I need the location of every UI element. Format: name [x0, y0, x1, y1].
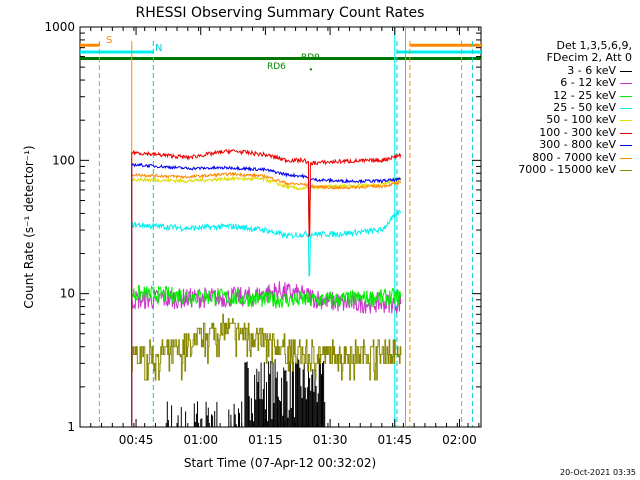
- flag-label-saa: S: [106, 35, 112, 46]
- x-tick-label: 00:45: [119, 433, 154, 447]
- legend-entry: 100 - 300 keV: [484, 125, 632, 139]
- legend-entry-label: 6 - 12 keV: [560, 76, 616, 90]
- legend-entry-label: 50 - 100 keV: [546, 113, 616, 127]
- series-line-8: [131, 313, 402, 427]
- x-tick-label: 01:00: [183, 433, 218, 447]
- legend-swatch: [620, 145, 632, 147]
- x-axis-label: Start Time (07-Apr-12 00:32:02): [184, 456, 376, 470]
- legend-header-line-2: FDecim 2, Att 0: [546, 51, 632, 65]
- legend-entry-label: 12 - 25 keV: [553, 88, 616, 102]
- series-layer: [131, 148, 402, 427]
- y-axis-label: Count Rate (s⁻¹ detector⁻¹): [22, 145, 36, 308]
- series-line-7: [131, 171, 402, 427]
- series-line-2: [131, 284, 402, 427]
- legend-swatch: [620, 132, 632, 134]
- legend-entry-label: 25 - 50 keV: [553, 101, 616, 115]
- legend-entry-label: 3 - 6 keV: [567, 63, 616, 77]
- series-line-6: [131, 162, 402, 427]
- legend-entry: 6 - 12 keV: [484, 77, 632, 89]
- series-line-3-6-kev: [166, 358, 326, 427]
- legend-entry: 50 - 100 keV: [484, 114, 632, 126]
- y-tick-label: 100: [52, 153, 75, 167]
- legend-entry: 800 - 7000 keV: [484, 150, 632, 164]
- legend-swatch: [620, 83, 632, 85]
- rd6-marker: [309, 68, 312, 71]
- legend-entry-label: 100 - 300 keV: [539, 125, 616, 139]
- legend-entry: 3 - 6 keV: [484, 63, 632, 77]
- legend: Det 1,3,5,6,9, FDecim 2, Att 0 3 - 6 keV…: [484, 39, 632, 177]
- legend-swatch: [620, 95, 632, 97]
- flag-label-night: N: [155, 43, 162, 54]
- flag-label-rd6: RD6: [267, 62, 286, 72]
- series-line-3: [131, 209, 402, 427]
- flags-layer: [80, 27, 481, 427]
- legend-swatch: [620, 108, 632, 110]
- legend-entry: 12 - 25 keV: [484, 88, 632, 102]
- y-tick-label: 1000: [44, 20, 75, 34]
- y-tick-label: 1: [67, 420, 75, 434]
- legend-swatch: [620, 120, 632, 122]
- chart-title: RHESSI Observing Summary Count Rates: [136, 5, 425, 21]
- legend-entry: 7000 - 15000 keV: [484, 163, 632, 177]
- legend-swatch: [620, 170, 632, 172]
- x-tick-label: 01:30: [313, 433, 348, 447]
- legend-entry-label: 300 - 800 keV: [539, 138, 616, 152]
- series-line-5: [131, 148, 402, 427]
- legend-swatch: [620, 157, 632, 159]
- legend-entry: 300 - 800 keV: [484, 139, 632, 151]
- axis-layer: 00:45 01:00 01:15 01:30 01:45 02:00 1 10 100 1000: [44, 20, 481, 447]
- legend-entries: 3 - 6 keV 6 - 12 keV 12 - 25 keV 25 - 50 ke…: [484, 63, 632, 177]
- legend-header-line-1: Det 1,3,5,6,9,: [556, 39, 632, 52]
- series-line-1: [131, 281, 402, 427]
- series-line-4: [131, 175, 402, 427]
- footer-timestamp: 20-Oct-2021 03:35: [560, 468, 636, 477]
- legend-entry-label: 800 - 7000 keV: [532, 150, 616, 164]
- x-tick-label: 02:00: [442, 433, 477, 447]
- legend-entry: 25 - 50 keV: [484, 101, 632, 115]
- x-tick-label: 01:45: [377, 433, 412, 447]
- legend-entry-label: 7000 - 15000 keV: [518, 163, 616, 177]
- flag-label-rd9: RD9: [301, 53, 320, 63]
- legend-swatch: [620, 70, 632, 72]
- x-tick-label: 01:15: [248, 433, 283, 447]
- y-tick-label: 10: [60, 287, 75, 301]
